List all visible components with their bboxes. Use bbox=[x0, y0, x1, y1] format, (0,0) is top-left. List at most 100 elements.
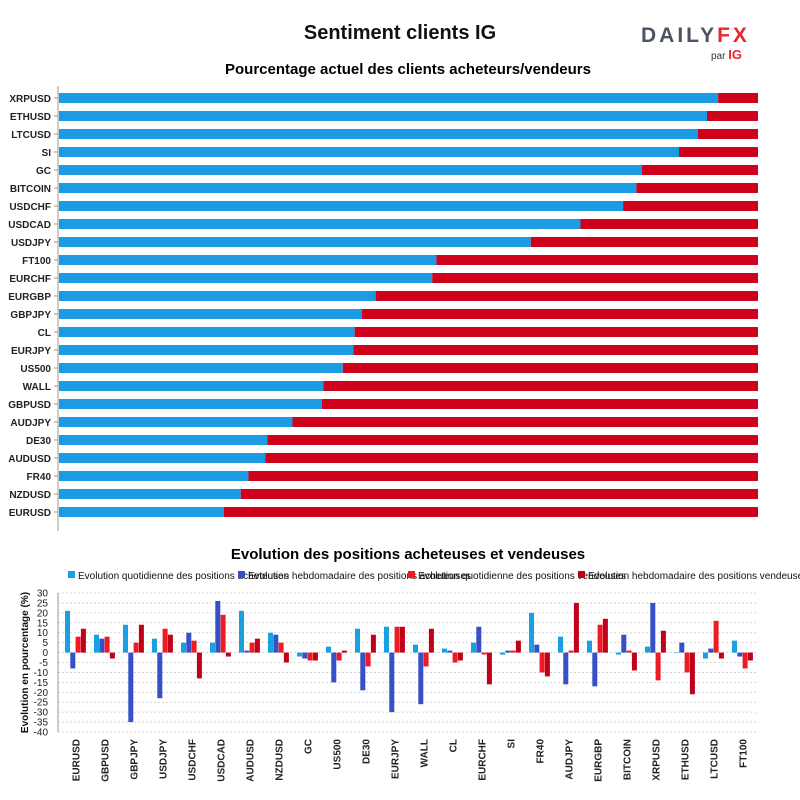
change-bar bbox=[587, 640, 592, 653]
sentiment-long-bar bbox=[59, 399, 322, 409]
sentiment-category-label: GBPJPY bbox=[10, 310, 51, 321]
sentiment-bar-chart: Pourcentage actuel des clients acheteurs… bbox=[8, 61, 759, 531]
change-y-tick-label: -35 bbox=[34, 718, 49, 729]
change-bar bbox=[157, 652, 163, 699]
change-y-tick-label: -15 bbox=[34, 678, 49, 689]
change-category-label: CL bbox=[449, 739, 460, 752]
change-bar bbox=[505, 650, 511, 653]
change-bar bbox=[452, 652, 458, 663]
change-bar bbox=[684, 652, 690, 673]
change-bar bbox=[152, 638, 157, 653]
change-bar bbox=[447, 650, 453, 653]
legend-label: Evolution quotidienne des positions vend… bbox=[418, 571, 626, 582]
change-bar bbox=[718, 652, 724, 659]
change-bar bbox=[273, 634, 279, 653]
change-category-label: GC bbox=[304, 739, 315, 754]
change-bar bbox=[573, 602, 579, 653]
legend-label: Evolution hebdomadaire des positions ven… bbox=[588, 571, 800, 582]
dailyfx-logo: DAILYFX par IG bbox=[641, 24, 761, 64]
change-bar bbox=[732, 640, 737, 653]
change-bar bbox=[423, 652, 429, 667]
change-category-label: DE30 bbox=[362, 739, 373, 764]
sentiment-category-label: GC bbox=[36, 166, 51, 177]
change-bar bbox=[650, 602, 656, 653]
change-y-tick-label: 30 bbox=[37, 589, 49, 600]
change-bar bbox=[70, 652, 76, 669]
change-category-label: LTCUSD bbox=[710, 739, 721, 779]
sentiment-category-label: SI bbox=[42, 148, 52, 159]
change-bar bbox=[394, 626, 400, 653]
change-bar bbox=[592, 652, 598, 687]
change-bar bbox=[297, 652, 302, 657]
change-bar bbox=[389, 652, 395, 713]
change-bar bbox=[568, 650, 574, 653]
change-bar bbox=[602, 618, 608, 653]
change-y-tick-label: 5 bbox=[42, 638, 48, 649]
logo-ig: IG bbox=[728, 47, 742, 62]
change-y-axis-label: Evolution en pourcentage (%) bbox=[20, 592, 31, 733]
change-y-tick-label: 10 bbox=[37, 628, 49, 639]
change-bar bbox=[186, 632, 192, 653]
legend-swatch bbox=[408, 571, 415, 578]
sentiment-long-bar bbox=[59, 453, 266, 463]
sentiment-short-bar bbox=[267, 435, 758, 445]
sentiment-short-bar bbox=[530, 237, 758, 247]
change-bar bbox=[742, 652, 748, 669]
change-bar bbox=[302, 652, 308, 659]
sentiment-long-bar bbox=[59, 111, 707, 121]
change-bar bbox=[529, 612, 534, 653]
change-bar bbox=[737, 652, 743, 657]
change-category-label: AUDUSD bbox=[246, 739, 257, 782]
change-bar bbox=[747, 652, 753, 661]
sentiment-long-bar bbox=[59, 165, 642, 175]
sentiment-short-bar bbox=[361, 309, 758, 319]
change-bar bbox=[239, 610, 244, 653]
change-y-tick-label: -10 bbox=[34, 668, 49, 679]
sentiment-long-bar bbox=[59, 255, 437, 265]
position-change-chart: Evolution des positions acheteuses et ve… bbox=[20, 546, 800, 782]
change-bar bbox=[384, 626, 389, 653]
change-bar bbox=[418, 652, 424, 705]
change-bar bbox=[341, 650, 347, 653]
sentiment-short-bar bbox=[636, 183, 758, 193]
change-bar bbox=[249, 642, 255, 653]
sentiment-short-bar bbox=[432, 273, 758, 283]
sentiment-short-bar bbox=[248, 471, 758, 481]
change-y-tick-label: -30 bbox=[34, 708, 49, 719]
legend-label: Evolution quotidienne des positions ache… bbox=[78, 571, 289, 582]
change-bar bbox=[544, 652, 550, 677]
change-bar bbox=[476, 626, 482, 653]
sentiment-long-bar bbox=[59, 345, 354, 355]
change-bar bbox=[210, 642, 215, 653]
change-bar bbox=[109, 652, 115, 659]
change-bar bbox=[708, 648, 714, 653]
sentiment-short-bar bbox=[353, 345, 758, 355]
change-bar bbox=[312, 652, 318, 661]
sentiment-short-bar bbox=[436, 255, 758, 265]
change-category-label: BITCOIN bbox=[623, 739, 634, 780]
change-y-tick-label: -40 bbox=[34, 728, 49, 739]
change-bar bbox=[442, 648, 447, 653]
change-category-label: ETHUSD bbox=[681, 739, 692, 780]
sentiment-category-label: DE30 bbox=[26, 436, 51, 447]
change-bar bbox=[104, 636, 110, 653]
change-bar bbox=[539, 652, 545, 673]
change-category-label: GBPUSD bbox=[101, 739, 112, 782]
change-y-tick-label: 0 bbox=[42, 648, 48, 659]
change-bar bbox=[326, 646, 331, 653]
change-bar bbox=[626, 650, 632, 653]
change-bar bbox=[215, 600, 221, 653]
change-bar bbox=[75, 636, 81, 653]
change-category-label: USDCAD bbox=[217, 739, 228, 782]
sentiment-short-bar bbox=[240, 489, 759, 499]
change-bar bbox=[123, 624, 128, 653]
change-y-tick-label: 20 bbox=[37, 608, 49, 619]
sentiment-long-bar bbox=[59, 435, 268, 445]
change-bar bbox=[65, 610, 70, 653]
sentiment-short-bar bbox=[223, 507, 759, 517]
change-bar bbox=[162, 628, 168, 653]
change-bar bbox=[196, 652, 202, 679]
change-category-label: FR40 bbox=[536, 739, 547, 764]
change-category-label: EURGBP bbox=[594, 739, 605, 782]
sentiment-short-bar bbox=[580, 219, 758, 229]
